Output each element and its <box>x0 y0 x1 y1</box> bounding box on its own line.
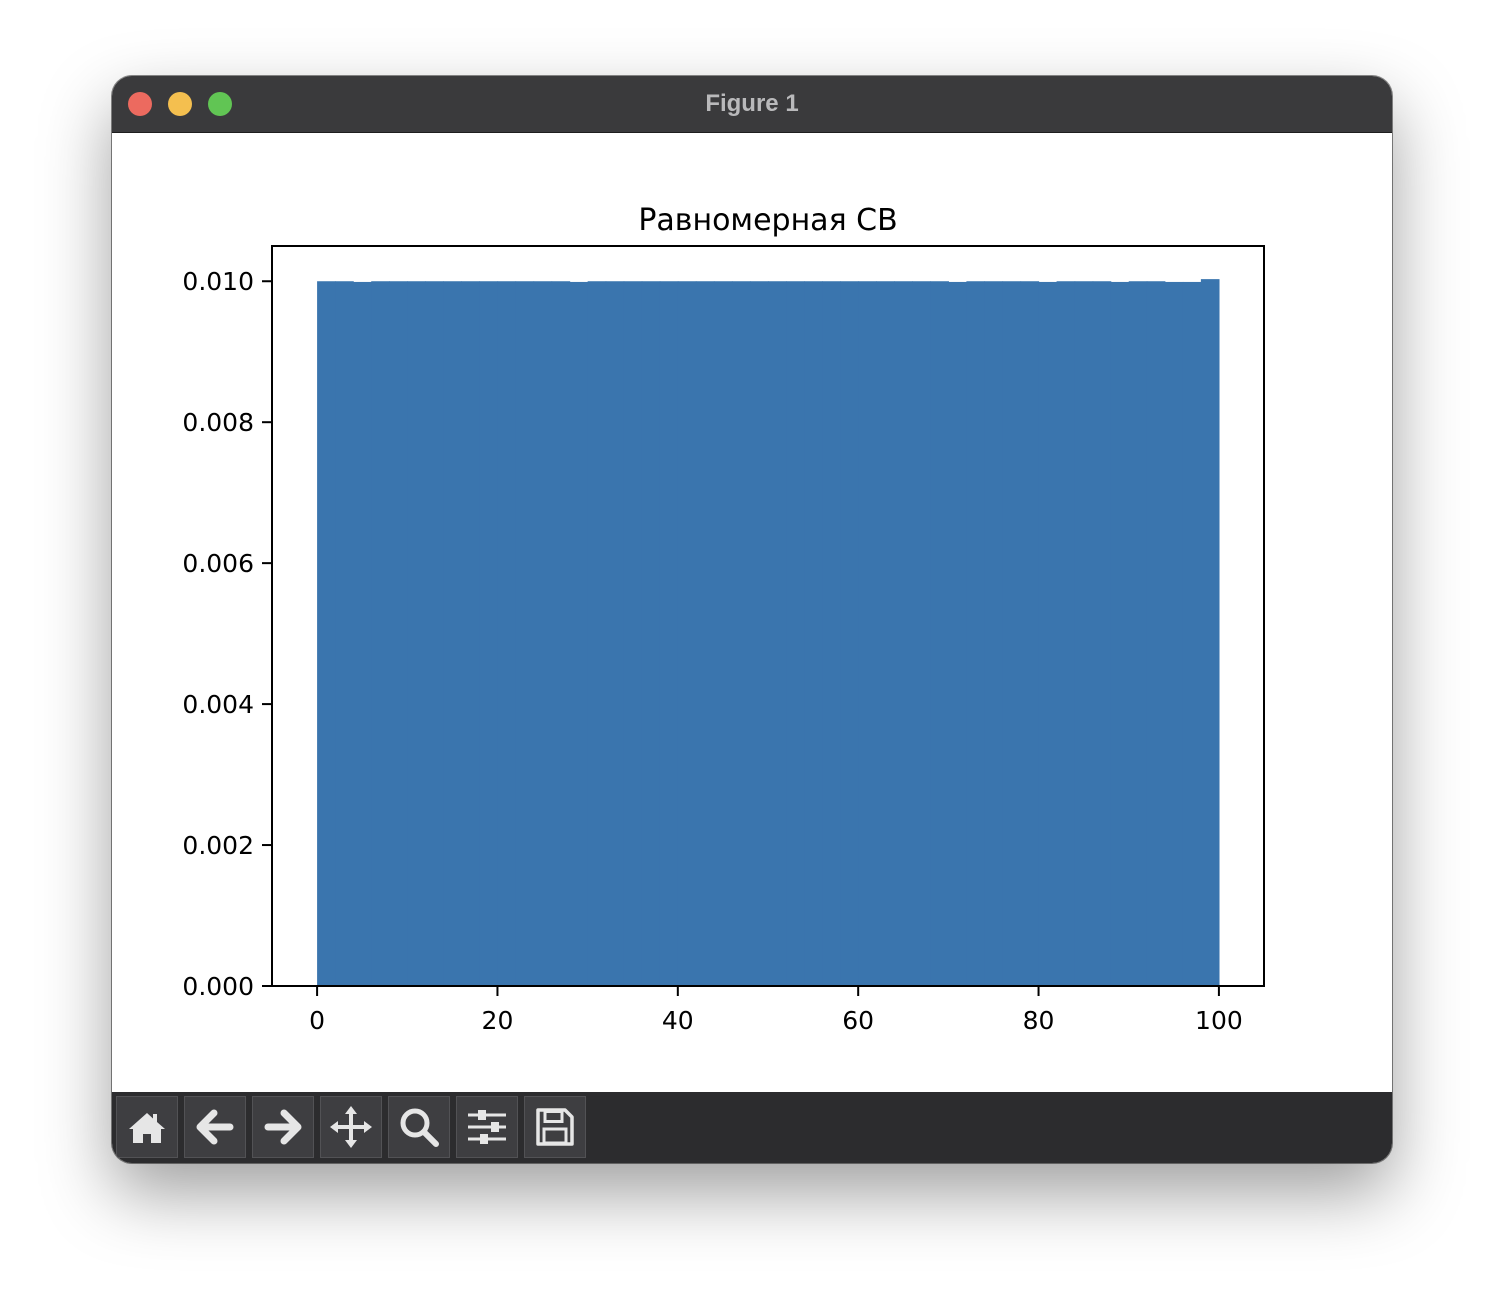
histogram-bar <box>479 281 499 986</box>
histogram-bar <box>984 281 1004 986</box>
configure-subplots-button[interactable] <box>456 1096 518 1158</box>
histogram-bar <box>1038 281 1058 986</box>
histogram-bar <box>497 281 517 986</box>
back-button[interactable] <box>184 1096 246 1158</box>
histogram-bar <box>371 281 390 986</box>
minimize-window-button[interactable] <box>168 92 192 116</box>
histogram-bar <box>786 281 805 986</box>
histogram-bar <box>407 281 426 986</box>
histogram-bar <box>425 281 444 986</box>
histogram-bar <box>605 281 625 986</box>
histogram-bar <box>461 281 481 986</box>
x-tick-label: 80 <box>1023 1006 1055 1035</box>
forward-arrow-icon <box>264 1109 302 1145</box>
histogram-bar <box>443 281 462 986</box>
window-title: Figure 1 <box>705 90 799 117</box>
home-button[interactable] <box>116 1096 178 1158</box>
home-icon <box>129 1113 165 1143</box>
y-tick-label: 0.002 <box>182 831 254 860</box>
histogram-bar <box>966 281 986 986</box>
histogram-bar <box>1020 281 1040 986</box>
histogram-bar <box>840 281 859 986</box>
histogram-bar <box>1128 281 1148 986</box>
histogram-bar <box>822 281 841 986</box>
histogram-bar <box>659 281 679 986</box>
histogram-bar <box>768 281 787 986</box>
histogram-bar <box>335 281 354 986</box>
histogram-bar <box>1164 281 1184 986</box>
histogram-bar <box>1092 281 1112 986</box>
y-tick-label: 0.008 <box>182 408 254 437</box>
histogram-bar <box>353 281 372 986</box>
navigation-toolbar <box>112 1092 1392 1163</box>
histogram-bar <box>515 281 535 986</box>
title-bar[interactable]: Figure 1 <box>112 76 1392 133</box>
magnifier-icon <box>400 1108 439 1147</box>
y-tick-label: 0.000 <box>182 972 254 1001</box>
x-tick-label: 40 <box>662 1006 694 1035</box>
x-tick-label: 60 <box>842 1006 874 1035</box>
move-icon <box>330 1106 372 1148</box>
histogram-bar <box>389 281 408 986</box>
chart-title: Равномерная СВ <box>638 203 897 238</box>
histogram-bar <box>713 281 733 986</box>
figure-window: Figure 1 Равномерная СВ 0.000 0.002 0.004 0… <box>112 76 1392 1163</box>
zoom-button[interactable] <box>388 1096 450 1158</box>
histogram-bar <box>804 281 823 986</box>
histogram-bar <box>317 281 336 986</box>
histogram-bar <box>1146 281 1166 986</box>
histogram-bar <box>749 281 769 986</box>
zoom-window-button[interactable] <box>208 92 232 116</box>
y-tick-label: 0.010 <box>182 267 254 296</box>
floppy-disk-icon <box>536 1108 574 1146</box>
forward-button[interactable] <box>252 1096 314 1158</box>
histogram-bar <box>912 281 931 986</box>
histogram-bar <box>551 281 571 986</box>
histogram-bar <box>930 281 949 986</box>
x-tick-label: 0 <box>309 1006 325 1035</box>
save-button[interactable] <box>524 1096 586 1158</box>
back-arrow-icon <box>196 1109 234 1145</box>
y-tick-label: 0.004 <box>182 690 254 719</box>
histogram-bar <box>623 281 643 986</box>
histogram-bar <box>858 281 877 986</box>
histogram-bar <box>1110 281 1130 986</box>
histogram-bar <box>876 281 895 986</box>
histogram-bar <box>894 281 913 986</box>
histogram-chart: Равномерная СВ 0.000 0.002 0.004 0.006 0.008… <box>182 203 1265 1035</box>
pan-button[interactable] <box>320 1096 382 1158</box>
histogram-bar <box>1056 281 1076 986</box>
histogram-bar <box>1182 281 1202 986</box>
histogram-bar <box>533 281 553 986</box>
histogram-bar <box>948 281 967 986</box>
axes-frame <box>271 245 1265 987</box>
histogram-bar <box>641 281 661 986</box>
x-tick-label: 100 <box>1195 1006 1243 1035</box>
histogram-bar <box>587 281 607 986</box>
x-tick-label: 20 <box>482 1006 514 1035</box>
sliders-icon <box>468 1110 506 1144</box>
histogram-bar <box>1200 279 1220 987</box>
histogram-bar <box>731 281 751 986</box>
histogram-bar <box>569 281 589 986</box>
y-tick-label: 0.006 <box>182 549 254 578</box>
figure-canvas[interactable]: Равномерная СВ 0.000 0.002 0.004 0.006 0.008… <box>112 133 1392 1092</box>
histogram-bar <box>1074 281 1094 986</box>
close-window-button[interactable] <box>128 92 152 116</box>
histogram-bar <box>695 281 715 986</box>
histogram-bar <box>1002 281 1022 986</box>
histogram-bar <box>677 281 697 986</box>
